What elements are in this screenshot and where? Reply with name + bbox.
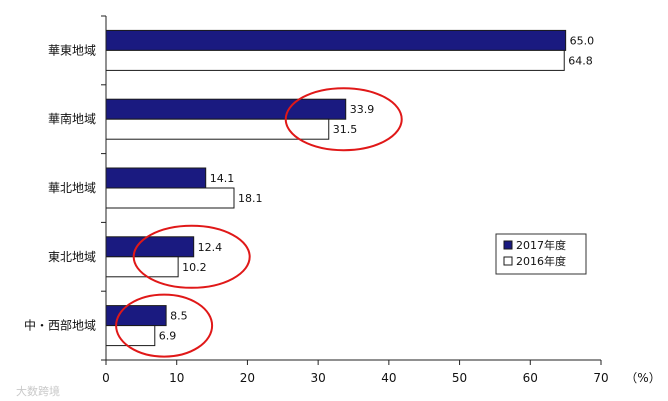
x-tick-label-1: 10: [169, 371, 184, 385]
highlight-ellipse-0: [284, 87, 403, 152]
x-tick-label-4: 40: [381, 371, 396, 385]
legend-swatch-0: [503, 240, 513, 250]
data-label-s2017-2: 14.1: [210, 172, 235, 185]
data-label-s2016-2: 18.1: [238, 192, 263, 205]
category-label-3: 東北地域: [48, 250, 96, 264]
x-unit-label: （%）: [625, 371, 660, 385]
data-label-s2016-3: 10.2: [182, 261, 207, 274]
watermark: 大数跨境: [16, 384, 60, 398]
x-tick-label-0: 0: [102, 371, 110, 385]
legend: 2017年度 2016年度: [495, 233, 587, 275]
plot-area: 65.0 64.8 華東地域 33.9 31.5 華南地域 14.118.1 華北地域 12.4…: [24, 15, 661, 385]
bar-s2017-4: [105, 305, 167, 327]
x-tick-label-3: 30: [311, 371, 326, 385]
bar-s2016-0: [105, 49, 565, 71]
x-tick-label-2: 20: [240, 371, 255, 385]
highlight-ellipse-1: [132, 224, 251, 289]
bar-s2017-0: [105, 29, 567, 51]
data-label-s2017-3: 12.4: [198, 241, 223, 254]
bar-s2017-1: [105, 98, 347, 120]
category-label-2: 華北地域: [48, 181, 96, 195]
bar-s2016-2: [105, 187, 235, 209]
data-label-s2016-4: 6.9: [159, 330, 177, 343]
category-label-0: 華東地域: [48, 43, 96, 57]
x-tick-label-7: 70: [593, 371, 608, 385]
data-label-s2017-1: 33.9: [350, 103, 375, 116]
bar-s2017-3: [105, 236, 195, 258]
legend-swatch-1: [503, 256, 513, 266]
category-label-4: 中・西部地域: [24, 318, 96, 333]
bar-s2016-4: [105, 325, 156, 347]
x-tick-label-6: 60: [523, 371, 538, 385]
bar-s2017-2: [105, 167, 207, 189]
data-label-s2016-1: 31.5: [333, 123, 358, 136]
legend-label-0: 2017年度: [516, 238, 566, 252]
x-tick-label-5: 50: [452, 371, 467, 385]
data-label-s2017-4: 8.5: [170, 310, 188, 323]
legend-label-1: 2016年度: [516, 254, 566, 268]
data-label-s2017-0: 65.0: [570, 34, 595, 47]
data-label-s2016-0: 64.8: [568, 54, 593, 67]
category-label-1: 華南地域: [48, 111, 96, 126]
highlight-ellipse-2: [115, 293, 214, 358]
